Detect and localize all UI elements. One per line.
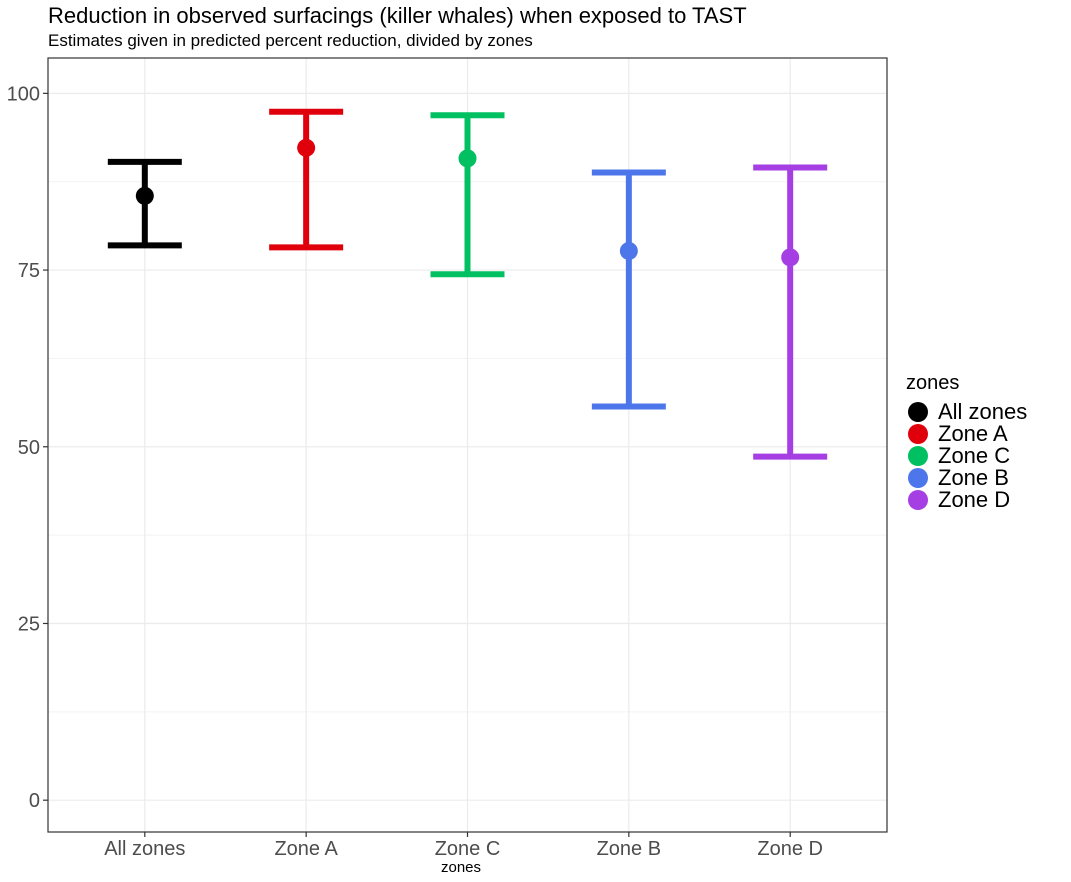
x-tick-label: Zone D [757,838,823,860]
legend-item: All zones [906,399,1028,424]
x-tick-label: Zone A [274,838,338,860]
legend-item: Zone C [906,443,1027,468]
legend-dot [908,446,928,466]
y-tick-label: 25 [18,613,40,635]
chart-subtitle: Estimates given in predicted percent red… [48,31,533,50]
y-tick-label: 0 [29,790,40,812]
estimate-point [297,138,316,157]
x-tick-label: All zones [104,838,185,860]
legend-title: zones [906,372,960,394]
panel-border [47,57,888,833]
y-tick-label: 50 [18,437,40,459]
legend-item: Zone D [906,487,1027,512]
legend-dot [908,490,928,510]
x-tick-label: Zone C [435,838,501,860]
legend-items: All zones Zone A Zone C Zone B Zone D [906,399,1028,512]
legend-dot [908,424,928,444]
estimate-point [458,149,477,168]
legend-label: Zone C [938,443,1011,468]
estimate-point [781,248,800,267]
y-tick-label: 75 [18,260,40,282]
legend-label: Zone A [938,421,1008,446]
legend-item: Zone B [906,465,1027,490]
legend-item: Zone A [906,421,1027,446]
x-tick-label: Zone B [597,838,661,860]
legend-label: Zone B [938,465,1009,490]
legend-dot [908,402,928,422]
estimate-point [135,186,154,205]
legend-label: Zone D [938,487,1011,512]
y-tick-label: 100 [7,83,40,105]
legend: zones All zones Zone A Zone C Zone B Zone D [906,372,1028,512]
chart-title: Reduction in observed surfacings (killer… [48,3,747,28]
legend-dot [908,468,928,488]
legend-label: All zones [938,399,1028,424]
estimate-point [619,241,638,260]
x-axis-title: zones [441,859,482,876]
